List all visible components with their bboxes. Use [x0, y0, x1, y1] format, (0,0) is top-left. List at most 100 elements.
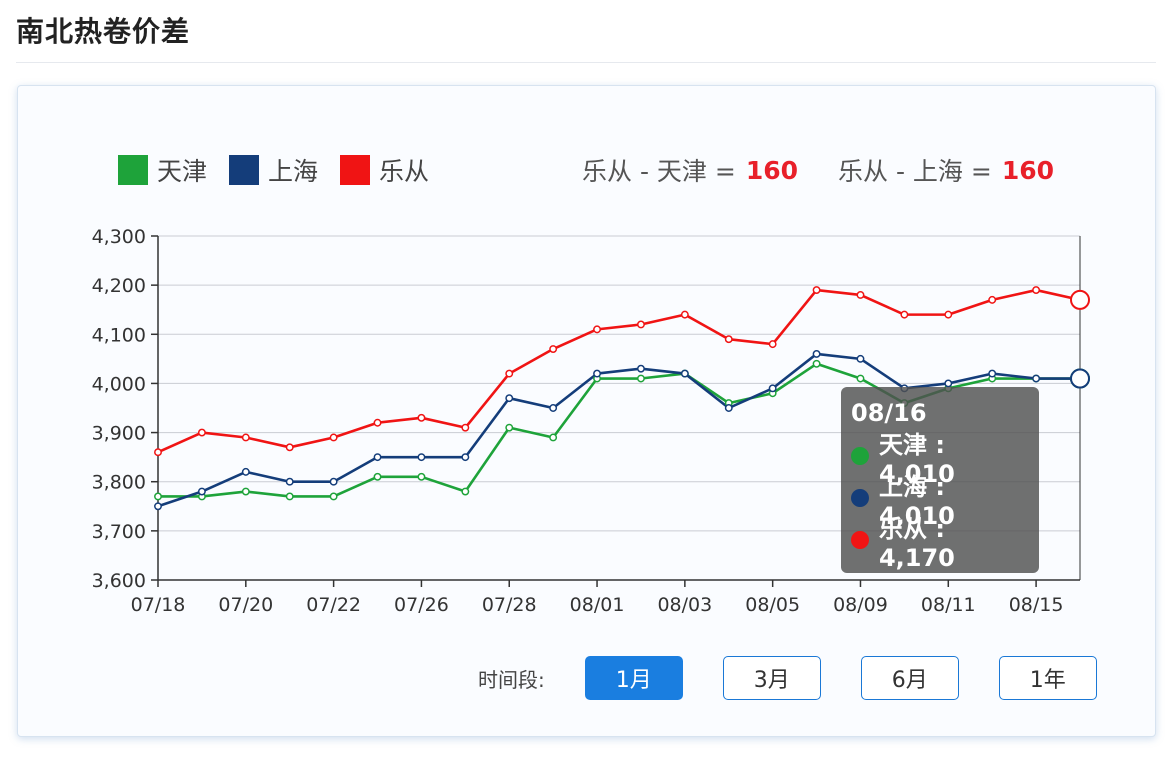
data-point[interactable] [549, 345, 558, 353]
x-axis-tick-label: 08/03 [657, 594, 712, 616]
data-point[interactable] [856, 291, 865, 299]
data-point[interactable] [285, 477, 294, 486]
data-point[interactable] [241, 433, 250, 442]
data-point[interactable] [461, 423, 470, 432]
legend-label: 上海 [268, 157, 319, 186]
data-point[interactable] [329, 433, 338, 442]
data-point[interactable] [768, 384, 777, 393]
series-dot-icon [851, 531, 869, 549]
period-1-year-button[interactable]: 1年 [998, 656, 1097, 700]
data-point[interactable] [856, 354, 865, 363]
data-point[interactable] [197, 487, 206, 496]
data-point[interactable] [812, 349, 821, 358]
x-axis-tick-label: 08/09 [833, 594, 888, 616]
y-axis-tick-label: 3,600 [92, 570, 146, 592]
data-point[interactable] [154, 492, 162, 501]
data-point[interactable] [329, 492, 338, 501]
data-point[interactable] [637, 374, 645, 383]
data-point[interactable] [373, 453, 382, 462]
data-point[interactable] [285, 443, 294, 452]
series-dot-icon [851, 447, 869, 465]
data-point[interactable] [154, 448, 162, 457]
data-point[interactable] [285, 492, 294, 501]
data-point[interactable] [812, 286, 821, 295]
legend-swatch-icon [118, 155, 148, 185]
data-point[interactable] [461, 453, 470, 462]
tooltip-date: 08/16 [851, 399, 927, 427]
tooltip-value: 天津 : 4,010 [878, 430, 955, 488]
diff-label: 乐从 - 天津 = [582, 157, 736, 186]
legend-swatch-icon [229, 155, 260, 185]
data-point[interactable] [417, 453, 426, 462]
data-point[interactable] [944, 379, 953, 388]
legend-item-shanghai[interactable]: 上海 [229, 152, 318, 188]
diff-value: 160 [745, 155, 798, 185]
data-point[interactable] [856, 374, 865, 383]
period-3-month-button[interactable]: 3月 [722, 656, 821, 700]
data-point[interactable] [724, 335, 733, 344]
y-axis-tick-label: 3,900 [92, 423, 146, 445]
tooltip-row-tianjin: 天津 : 4,010 [851, 431, 1029, 488]
tooltip-value: 乐从 : 4,170 [878, 514, 955, 572]
data-point[interactable] [593, 325, 601, 334]
x-axis-tick-label: 08/05 [745, 594, 800, 616]
title-divider [16, 62, 1156, 63]
data-point[interactable] [197, 428, 206, 437]
y-axis-tick-label: 4,200 [92, 275, 146, 297]
data-point[interactable] [549, 404, 558, 412]
data-point[interactable] [241, 487, 250, 496]
legend-item-lecong[interactable]: 乐从 [340, 152, 429, 188]
data-point[interactable] [329, 477, 338, 486]
period-6-month-button[interactable]: 6月 [860, 656, 959, 700]
data-point[interactable] [549, 433, 558, 442]
data-point[interactable] [417, 472, 426, 481]
data-point[interactable] [812, 359, 821, 368]
data-point[interactable] [680, 310, 689, 319]
data-point[interactable] [637, 364, 645, 373]
diff-lecong-tianjin: 乐从 - 天津 = 160 [582, 152, 798, 188]
period-selector: 时间段: 1月 3月 6月 1年 [478, 656, 1097, 700]
data-point[interactable] [593, 369, 601, 378]
legend-swatch-icon [340, 155, 371, 185]
series-dot-icon [851, 489, 869, 507]
tooltip-value: 上海 : 4,010 [878, 472, 955, 530]
highlighted-data-point[interactable] [1070, 289, 1090, 310]
period-1-month-button[interactable]: 1月 [584, 656, 683, 700]
tooltip-row-lecong: 乐从 : 4,170 [851, 515, 1029, 572]
data-point[interactable] [505, 394, 514, 403]
data-point[interactable] [944, 310, 953, 319]
chart-axes: 3,600 3,700 3,800 3,900 4,000 4,100 4,200 4,300… [92, 226, 1081, 616]
highlighted-data-point[interactable] [1070, 368, 1090, 389]
data-point[interactable] [637, 320, 645, 329]
diff-value: 160 [1001, 155, 1054, 185]
data-point[interactable] [988, 369, 997, 378]
data-point[interactable] [505, 369, 514, 378]
x-axis-tick-label: 07/20 [218, 594, 273, 616]
data-point[interactable] [154, 502, 162, 511]
legend-item-tianjin[interactable]: 天津 [118, 152, 207, 188]
data-point[interactable] [1032, 374, 1041, 383]
diff-label: 乐从 - 上海 = [838, 157, 992, 186]
data-point[interactable] [1032, 286, 1041, 295]
series-line[interactable] [157, 288, 1081, 454]
data-point[interactable] [680, 369, 689, 378]
legend-label: 天津 [157, 157, 208, 186]
x-axis-tick-label: 07/28 [482, 594, 537, 616]
y-axis-tick-label: 4,300 [92, 226, 146, 248]
data-point[interactable] [241, 467, 250, 476]
data-point[interactable] [373, 472, 382, 481]
data-point[interactable] [768, 340, 777, 349]
data-point[interactable] [417, 413, 426, 422]
x-axis-tick-label: 07/18 [131, 594, 186, 616]
data-point[interactable] [505, 423, 514, 432]
diff-lecong-shanghai: 乐从 - 上海 = 160 [838, 152, 1054, 188]
x-axis-tick-label: 07/22 [306, 594, 361, 616]
data-point[interactable] [900, 310, 909, 319]
legend-label: 乐从 [379, 157, 430, 186]
data-point[interactable] [373, 418, 382, 427]
data-point[interactable] [724, 404, 733, 412]
data-point[interactable] [988, 295, 997, 304]
data-point[interactable] [461, 487, 470, 496]
series-line[interactable] [157, 352, 1080, 508]
